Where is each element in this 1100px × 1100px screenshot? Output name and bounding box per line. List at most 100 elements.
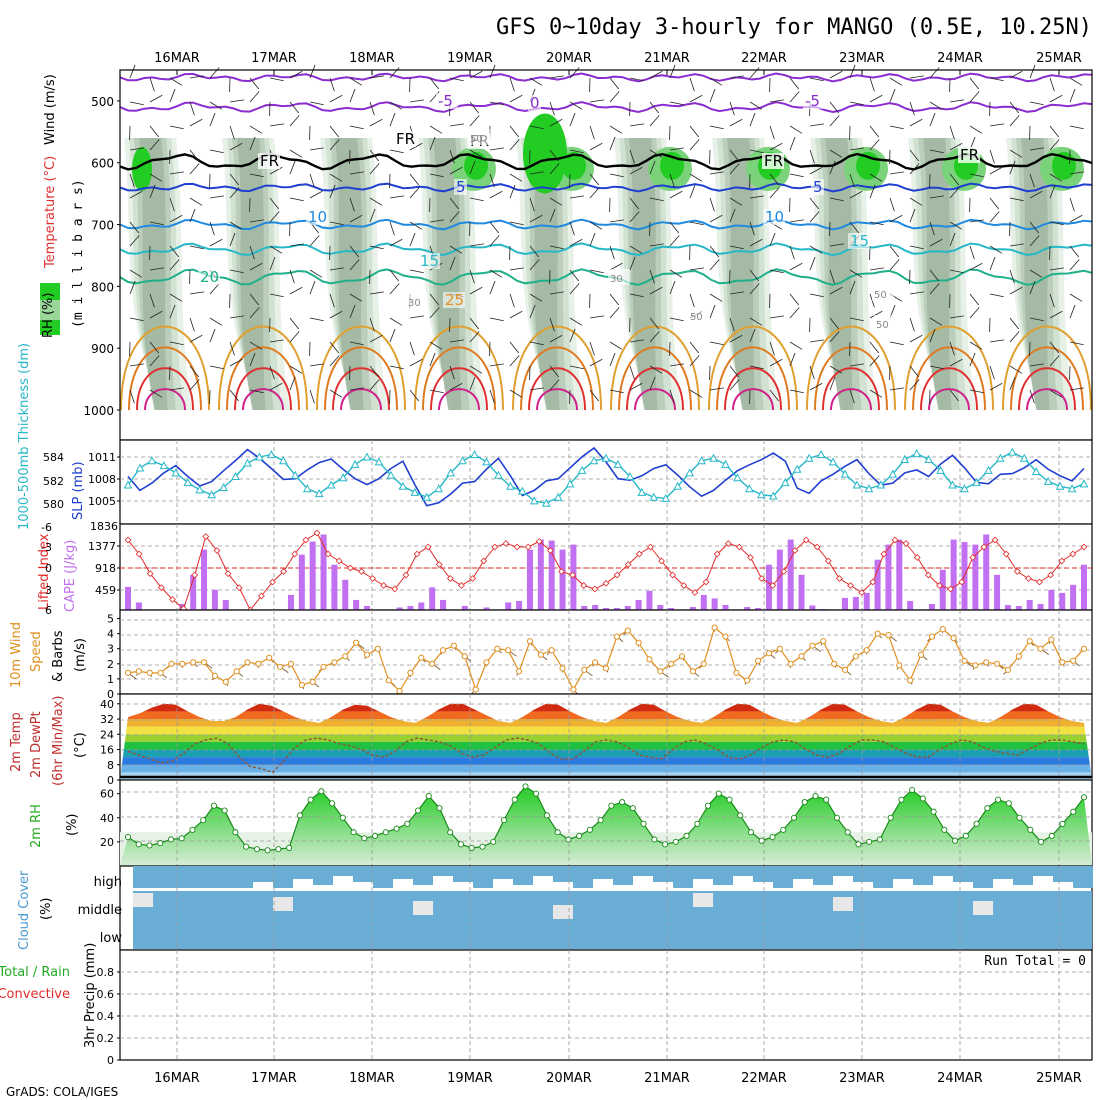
wind-barb — [949, 99, 964, 103]
contour-label: 30 — [408, 298, 421, 309]
wind-barb — [869, 389, 883, 398]
boundary-layer-contour — [120, 325, 210, 411]
thickness-point — [541, 498, 551, 507]
wind-barb — [909, 365, 920, 378]
rh-point — [941, 826, 948, 833]
wind-speed-point — [950, 635, 957, 642]
wind-barb — [429, 125, 443, 134]
wind-barb — [529, 259, 540, 271]
slp-axis-label: SLP (mb) — [71, 461, 86, 520]
wind-barb — [749, 149, 764, 154]
wind-speed-point — [526, 638, 534, 645]
rh-point — [758, 837, 765, 844]
wind-barb — [349, 171, 364, 175]
boundary-layer-contour — [806, 325, 896, 411]
wind-barb — [609, 173, 624, 178]
wind-barb — [769, 389, 780, 402]
wind-barb — [149, 125, 160, 138]
boundary-layer-contour — [340, 388, 382, 411]
wind-barb — [969, 91, 980, 103]
run-total-label: Run Total = 0 — [984, 954, 1086, 969]
rh-point — [576, 832, 583, 839]
contour-label: 25 — [445, 291, 464, 309]
temperature-axes: 40 32 24 16 8 0 — [100, 698, 120, 787]
wind-barb — [809, 339, 824, 343]
wind-speed-point — [363, 651, 371, 658]
wind-speed-point — [418, 654, 425, 661]
wind-tick-label: 3 — [107, 643, 114, 656]
temp-axis-label-c: (6hr Min/Max) — [51, 696, 66, 786]
wind-speed-point — [1080, 645, 1088, 652]
contour-label-bg — [418, 253, 440, 269]
wind-barb — [889, 125, 904, 130]
lifted-index-point — [258, 592, 265, 600]
bottom-date-label: 24MAR — [937, 1071, 983, 1086]
rh-point — [511, 796, 518, 803]
wind-speed-point — [179, 660, 186, 667]
wind-barb — [509, 355, 520, 367]
wind-barb — [809, 197, 820, 210]
cape-bar — [298, 554, 305, 610]
lifted-index-point — [1069, 550, 1077, 558]
wind-barb — [789, 262, 803, 271]
wind-barb — [329, 267, 344, 271]
wind-barb — [369, 118, 383, 127]
rh-point — [243, 843, 250, 850]
thickness-point — [1055, 481, 1065, 490]
chart-title: GFS 0~10day 3-hourly for MANGO (0.5E, 10… — [496, 15, 1092, 40]
cloud-level-high: high — [94, 875, 122, 890]
wind-barb — [709, 304, 716, 319]
cloud-block-high — [373, 866, 393, 888]
wind-barb — [209, 195, 224, 199]
wind-barb — [289, 365, 303, 374]
wind-barb — [589, 232, 596, 247]
wind-barb — [389, 221, 395, 236]
thickness-point — [888, 469, 898, 478]
wind-barb — [269, 166, 283, 175]
wind-barb — [569, 112, 576, 127]
wind-barb — [769, 173, 780, 186]
thickness-point — [996, 453, 1005, 462]
thickness-point — [398, 481, 408, 490]
lifted-index-point — [346, 564, 354, 572]
wind-speed-point — [1048, 636, 1055, 643]
wind-barb — [309, 269, 323, 278]
contour-label: 5 — [813, 178, 823, 196]
wind-barb — [909, 197, 923, 206]
wind-barb — [849, 173, 855, 188]
wind-barb — [669, 269, 683, 278]
wind-barb — [629, 211, 640, 223]
wind-barb — [269, 293, 284, 298]
wind-barb — [769, 341, 775, 356]
wind-barb — [149, 184, 156, 199]
rh-tick-label: 40 — [100, 812, 114, 825]
wind-barb — [809, 293, 824, 298]
wind-barb — [829, 243, 844, 247]
cloud-block-high — [273, 866, 293, 888]
boundary-layer-contour — [920, 367, 978, 411]
wind-barb — [129, 317, 144, 322]
wind-speed-point — [592, 659, 599, 666]
rh-point — [715, 790, 722, 797]
boundary-layer-contour — [438, 388, 480, 411]
cloud-level-low: low — [100, 931, 123, 946]
wind-barb — [889, 197, 895, 212]
wind-barb — [989, 123, 1004, 127]
wind-barb — [1049, 267, 1064, 271]
cape-bar — [755, 607, 762, 610]
wind-barb — [269, 211, 280, 223]
wind-speed-point — [157, 669, 164, 676]
wind-barb — [829, 269, 835, 284]
wind-barb — [949, 358, 963, 367]
lifted-index-point — [624, 561, 632, 568]
wind-barb — [689, 139, 700, 151]
wind-barb — [169, 214, 183, 223]
contour-label: 0 — [530, 94, 540, 112]
wind-barb — [709, 77, 723, 86]
wind-barb — [509, 267, 524, 271]
cloud-block-high — [633, 866, 653, 876]
cloud-block-high — [453, 866, 473, 882]
wind-barb — [289, 243, 304, 247]
rh-point — [608, 802, 615, 809]
wind-barb — [869, 267, 884, 271]
